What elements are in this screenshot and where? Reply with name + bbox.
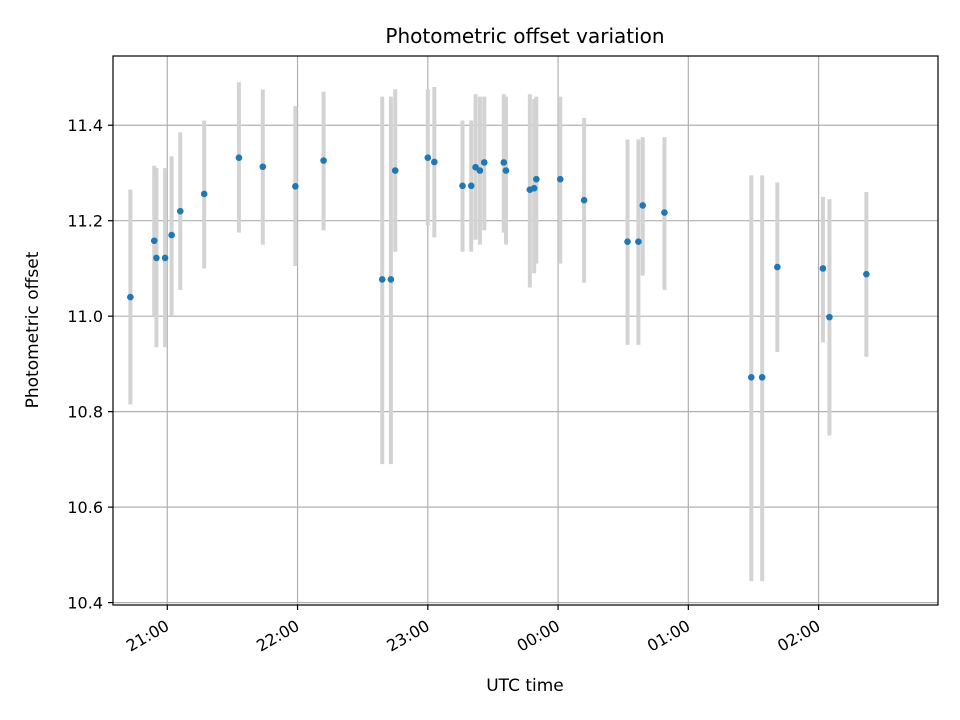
data-point	[530, 184, 538, 192]
y-axis-ticks: 10.4 10.6 10.8 11.0 11.2 11.4	[67, 116, 113, 613]
plot-frame	[112, 55, 939, 606]
data-point	[774, 263, 781, 271]
data-point	[459, 182, 466, 190]
y-tick-label: 11.4	[67, 116, 103, 135]
data-point	[580, 196, 588, 204]
data-point	[424, 154, 432, 161]
y-tick-label: 10.8	[67, 403, 103, 422]
y-axis-label: Photometric offset	[23, 251, 43, 408]
chart-title: Photometric offset variation	[385, 24, 664, 48]
data-point	[467, 182, 475, 190]
data-point	[863, 270, 870, 278]
data-point	[480, 159, 488, 166]
data-point	[168, 231, 175, 239]
data-point	[320, 157, 327, 164]
data-point	[819, 265, 827, 272]
y-tick-label: 10.4	[67, 594, 103, 613]
data-point	[177, 207, 184, 215]
data-point	[502, 167, 510, 174]
data-point	[235, 154, 243, 161]
data-point	[639, 202, 647, 209]
data-point	[476, 167, 484, 174]
data-point	[533, 175, 540, 183]
plot-area	[113, 56, 938, 605]
data-point	[661, 209, 668, 216]
x-axis-label: UTC time	[486, 676, 564, 696]
data-point	[127, 293, 134, 301]
data-point	[758, 373, 766, 381]
data-point	[387, 276, 395, 283]
data-point	[826, 313, 833, 321]
y-tick-label: 11.2	[67, 212, 103, 231]
data-point	[635, 238, 642, 246]
data-point	[153, 254, 160, 262]
data-point	[259, 163, 267, 171]
data-point	[624, 238, 631, 246]
data-point	[556, 175, 564, 183]
data-point	[500, 159, 508, 166]
data-points	[127, 154, 870, 381]
data-point	[200, 190, 208, 198]
data-point	[292, 183, 299, 190]
data-point	[431, 158, 438, 166]
y-tick-label: 11.0	[67, 307, 103, 326]
data-point	[747, 373, 755, 381]
data-point	[161, 254, 169, 262]
data-point	[378, 276, 386, 283]
data-point	[150, 237, 158, 245]
y-tick-label: 10.6	[67, 498, 103, 517]
data-point	[391, 167, 399, 174]
